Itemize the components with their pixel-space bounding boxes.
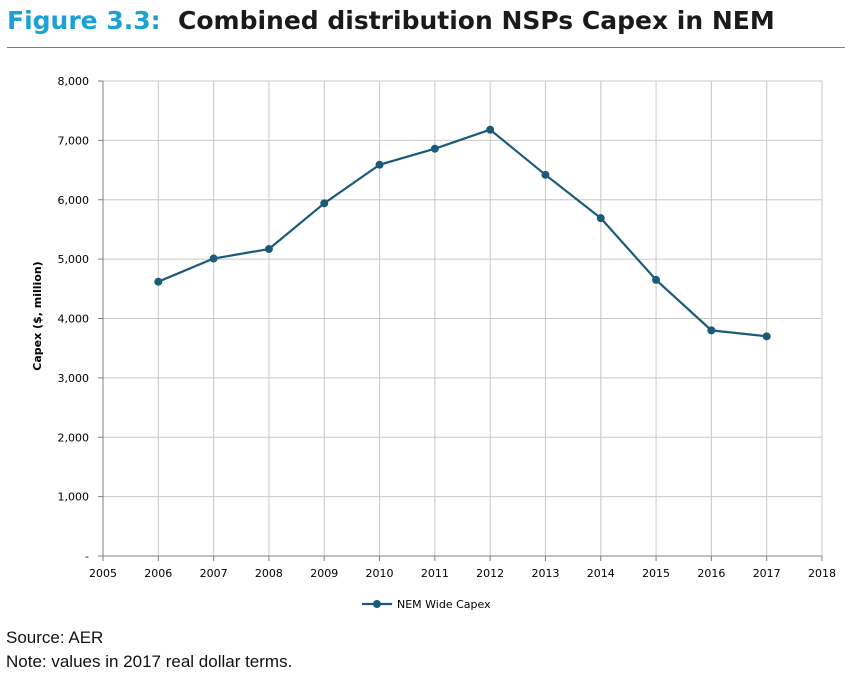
figure-label: Figure 3.3: [7, 6, 161, 35]
x-tick-label: 2006 [144, 567, 172, 580]
y-tick-label: 7,000 [58, 134, 90, 147]
x-tick-label: 2007 [200, 567, 228, 580]
x-tick-label: 2005 [89, 567, 117, 580]
data-point [596, 214, 605, 223]
capex-line-chart: - 1,000 2,000 3,000 4,000 5,000 6,000 7,000 8,00… [31, 75, 836, 611]
x-tick-label: 2014 [587, 567, 615, 580]
x-tick-label: 2016 [697, 567, 725, 580]
data-point [430, 144, 439, 153]
x-tick-label: 2010 [366, 567, 394, 580]
x-tick-labels: 2005 2006 2007 2008 2009 2010 2011 2012 2013 2014… [89, 567, 836, 580]
y-tick-label: 4,000 [58, 313, 90, 326]
figure-header: Figure 3.3: Combined distribution NSPs C… [0, 0, 848, 52]
data-point [541, 170, 550, 179]
legend-marker [373, 600, 381, 608]
y-tick-label: 5,000 [58, 253, 90, 266]
grid-lines [103, 80, 823, 556]
data-point [707, 326, 716, 335]
data-point [375, 160, 384, 169]
x-tick-label: 2009 [310, 567, 338, 580]
source-note: Source: AER [6, 628, 104, 647]
data-point [209, 254, 218, 263]
header-rule [7, 47, 845, 48]
values-note: Note: values in 2017 real dollar terms. [6, 652, 293, 671]
figure-title: Combined distribution NSPs Capex in NEM [178, 6, 775, 35]
data-point [486, 125, 495, 134]
y-tick-label: 2,000 [58, 431, 90, 444]
x-tick-label: 2015 [642, 567, 670, 580]
x-tick-label: 2013 [531, 567, 559, 580]
x-tick-label: 2017 [753, 567, 781, 580]
data-point [320, 199, 329, 208]
y-tick-label: 1,000 [58, 491, 90, 504]
axes [98, 80, 823, 561]
x-tick-label: 2008 [255, 567, 283, 580]
y-tick-labels: - 1,000 2,000 3,000 4,000 5,000 6,000 7,000 8,00… [58, 75, 90, 563]
y-axis-label: Capex ($, million) [31, 261, 44, 370]
legend-label: NEM Wide Capex [397, 598, 491, 611]
x-tick-label: 2018 [808, 567, 836, 580]
data-point [264, 245, 273, 254]
data-point [154, 277, 163, 286]
data-point [652, 275, 661, 284]
data-point [762, 332, 771, 341]
y-tick-label: 3,000 [58, 372, 90, 385]
x-tick-label: 2012 [476, 567, 504, 580]
legend: NEM Wide Capex [362, 598, 491, 611]
y-tick-label: 6,000 [58, 194, 90, 207]
y-tick-label: 8,000 [58, 75, 90, 88]
x-tick-label: 2011 [421, 567, 449, 580]
series-line [157, 128, 767, 338]
series-lines [154, 125, 771, 341]
y-tick-label: - [85, 550, 89, 563]
